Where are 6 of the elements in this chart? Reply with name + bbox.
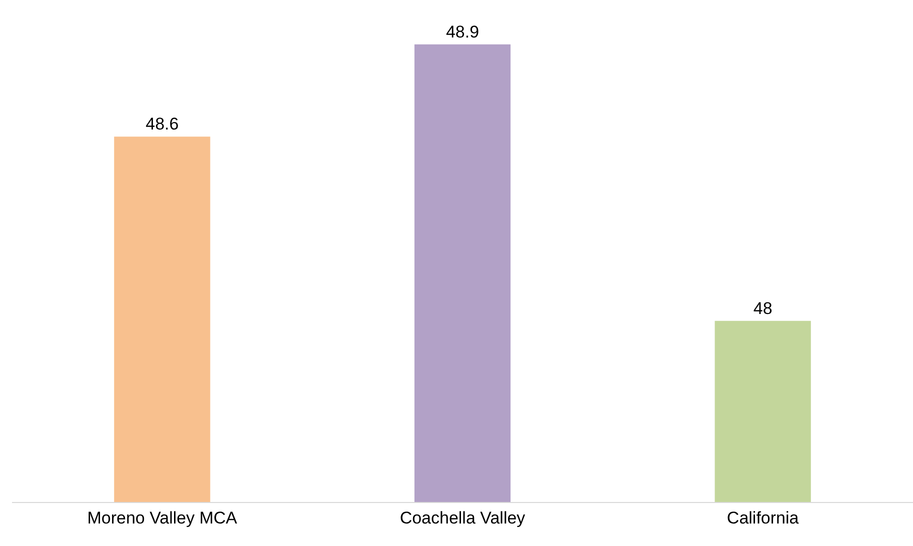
data-label: 48.9 [446,22,480,42]
x-tick-label: California [726,508,800,528]
data-label: 48.6 [146,114,179,134]
data-label: 48 [753,298,772,318]
x-tick-label: Coachella Valley [400,508,526,528]
x-tick-label: Moreno Valley MCA [87,508,238,528]
